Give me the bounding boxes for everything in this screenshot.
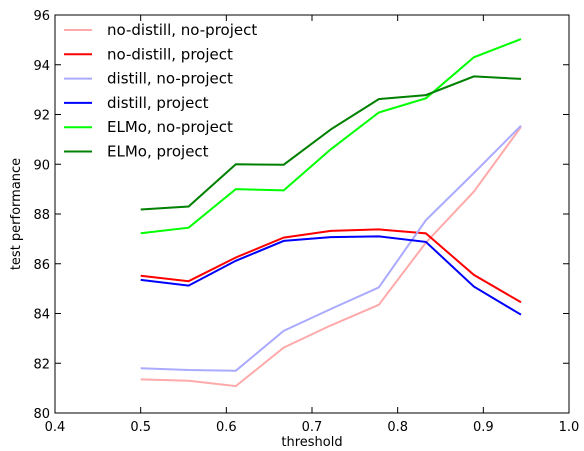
y-tick-label: 86: [33, 258, 50, 273]
legend: no-distill, no-project no-distill, projec…: [64, 21, 257, 161]
ticks-layer: 0.4 0.5 0.6 0.7 0.8 0.9 1.0 80 82 84 86 88 90 92 94 96: [33, 9, 579, 435]
legend-label-5: ELMo, no-project: [107, 118, 233, 136]
x-tick-label: 1.0: [559, 420, 580, 435]
series-line-1: [140, 126, 522, 388]
x-tick-label: 0.8: [387, 420, 408, 435]
x-tick-label: 0.6: [216, 420, 237, 435]
y-tick-label: 84: [33, 308, 50, 323]
x-tick-label: 0.7: [302, 420, 323, 435]
y-tick-label: 88: [33, 208, 50, 223]
y-tick-label: 96: [33, 9, 50, 24]
series-line-2: [140, 228, 522, 304]
y-tick-label: 94: [33, 59, 50, 74]
legend-label-2: no-distill, project: [107, 45, 233, 63]
legend-label-6: ELMo, project: [107, 143, 209, 161]
y-tick-label: 82: [33, 357, 50, 372]
y-tick-label: 90: [33, 158, 50, 173]
x-tick-label: 0.4: [45, 420, 66, 435]
legend-label-1: no-distill, no-project: [107, 21, 257, 39]
legend-label-3: distill, no-project: [107, 70, 233, 88]
x-axis-label: threshold: [281, 435, 342, 450]
series-line-6: [140, 75, 522, 211]
y-axis-label: test performance: [9, 158, 24, 270]
y-tick-label: 80: [33, 407, 50, 422]
y-tick-label: 92: [33, 109, 50, 124]
legend-label-4: distill, project: [107, 94, 209, 112]
x-tick-label: 0.5: [130, 420, 151, 435]
series-line-5: [140, 38, 522, 235]
series-line-3: [140, 124, 522, 372]
series-line-4: [140, 235, 522, 316]
series-layer: [140, 38, 522, 388]
x-tick-label: 0.9: [473, 420, 494, 435]
